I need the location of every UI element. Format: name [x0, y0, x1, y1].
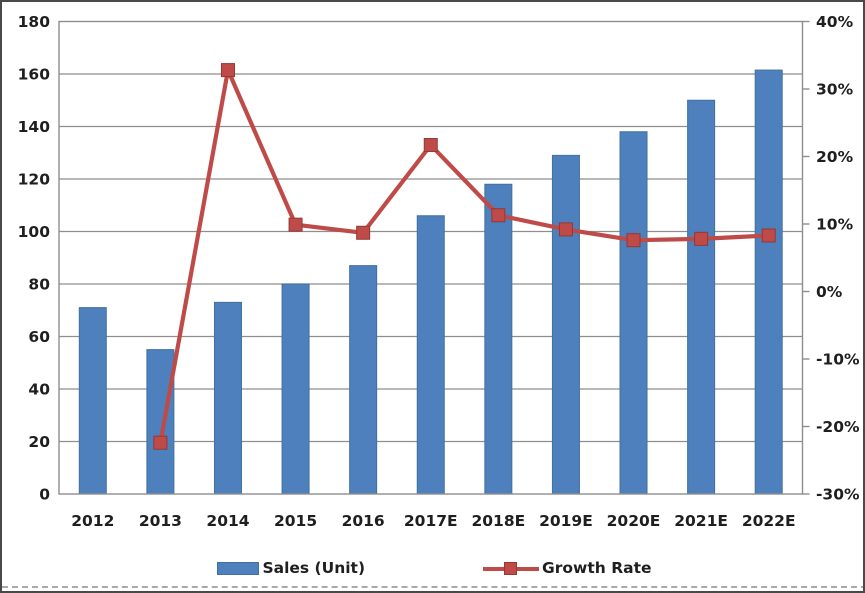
- right-axis-tick-label: 40%: [816, 13, 854, 31]
- right-axis-tick-label: 10%: [816, 216, 854, 234]
- bar-2021E: [687, 99, 716, 495]
- x-axis-category-label: 2022E: [742, 512, 796, 530]
- chart-legend: Sales (Unit) Growth Rate: [2, 553, 863, 583]
- bar-2018E: [484, 183, 513, 495]
- left-axis-tick-label: 20: [28, 433, 50, 451]
- sales-legend-label: Sales (Unit): [262, 559, 366, 577]
- left-axis-tick-label: 180: [18, 13, 51, 31]
- dashed-bottom-divider: [2, 586, 863, 588]
- bar-2015: [281, 283, 310, 495]
- growth-marker: [694, 231, 709, 246]
- x-axis-category-label: 2012: [71, 512, 114, 530]
- growth-marker: [558, 222, 573, 237]
- bar-2017E: [416, 215, 445, 495]
- legend-square-marker-icon: [504, 561, 518, 575]
- growth-marker: [288, 217, 303, 232]
- sales-legend-swatch: [217, 561, 260, 575]
- bar-2020E: [619, 131, 648, 495]
- x-axis-category-label: 2015: [274, 512, 317, 530]
- growth-marker: [153, 435, 168, 450]
- left-axis-tick-label: 100: [18, 223, 51, 241]
- bar-2019E: [551, 154, 580, 495]
- bar-2014: [213, 301, 242, 495]
- right-axis-tick-label: 0%: [816, 283, 843, 301]
- legend-item-sales: Sales (Unit): [217, 559, 365, 577]
- bar-2016: [349, 265, 378, 495]
- growth-legend-label: Growth Rate: [542, 559, 652, 577]
- sales-bars: [78, 69, 783, 495]
- growth-marker: [761, 228, 776, 243]
- growth-rate-line: [153, 63, 776, 450]
- x-axis-category-label: 2014: [206, 512, 249, 530]
- x-axis-category-label: 2019E: [539, 512, 593, 530]
- x-axis-category-label: 2016: [342, 512, 385, 530]
- growth-marker: [423, 138, 438, 153]
- x-axis-category-label: 2017E: [404, 512, 458, 530]
- x-axis-category-label: 2018E: [471, 512, 525, 530]
- growth-marker: [491, 208, 506, 223]
- bar-2022E: [754, 69, 783, 495]
- right-axis-tick-label: 20%: [816, 148, 854, 166]
- right-axis-tick-label: -30%: [816, 486, 860, 504]
- left-axis-tick-label: 160: [18, 66, 51, 84]
- left-axis-tick-label: 40: [28, 381, 50, 399]
- axis-labels: 180 160 140 120 100 80 60 40 20 0 40% 30% 20% 10% 0% -1…: [18, 13, 860, 530]
- x-axis-category-label: 2021E: [674, 512, 728, 530]
- x-axis-category-label: 2013: [139, 512, 182, 530]
- left-axis-tick-label: 0: [39, 486, 50, 504]
- growth-marker: [220, 63, 235, 78]
- right-axis-tick-label: 30%: [816, 81, 854, 99]
- right-axis-tick-label: -10%: [816, 351, 860, 369]
- axes: [58, 20, 810, 495]
- left-axis-tick-label: 60: [28, 328, 50, 346]
- growth-marker: [626, 233, 641, 248]
- x-axis-category-label: 2020E: [607, 512, 661, 530]
- bar-2012: [78, 307, 107, 495]
- legend-item-growth: Growth Rate: [483, 559, 652, 577]
- left-axis-tick-label: 140: [18, 118, 51, 136]
- growth-marker: [356, 225, 371, 240]
- left-axis-tick-label: 80: [28, 276, 50, 294]
- growth-legend-swatch: [483, 561, 540, 576]
- bar-2013: [146, 349, 175, 495]
- left-axis-tick-label: 120: [18, 171, 51, 189]
- right-axis-tick-label: -20%: [816, 418, 860, 436]
